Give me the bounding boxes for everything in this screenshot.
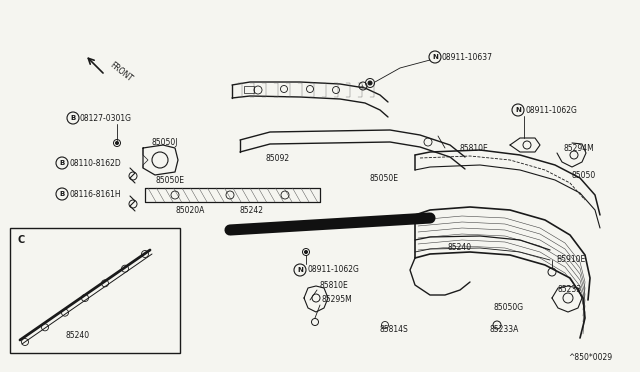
Text: 85050: 85050 (571, 170, 595, 180)
Text: FRONT: FRONT (108, 61, 134, 84)
Text: 85050E: 85050E (155, 176, 184, 185)
Text: 85050G: 85050G (494, 304, 524, 312)
Text: 08116-8161H: 08116-8161H (69, 189, 120, 199)
Text: B: B (60, 191, 65, 197)
Text: B: B (60, 160, 65, 166)
Text: N: N (515, 107, 521, 113)
Text: N: N (297, 267, 303, 273)
Text: B5910E: B5910E (556, 256, 585, 264)
Text: +: + (360, 83, 364, 89)
Text: N: N (432, 54, 438, 60)
Text: 08127-0301G: 08127-0301G (80, 113, 132, 122)
Text: 85092: 85092 (265, 154, 289, 163)
Text: 08911-1062G: 08911-1062G (525, 106, 577, 115)
Text: 85294M: 85294M (564, 144, 595, 153)
Text: B: B (70, 115, 76, 121)
Text: 85295M: 85295M (322, 295, 353, 305)
Circle shape (305, 250, 307, 253)
Text: 85050J: 85050J (151, 138, 177, 147)
Text: 08110-8162D: 08110-8162D (69, 158, 121, 167)
Text: C: C (18, 235, 25, 245)
Text: 08911-1062G: 08911-1062G (307, 266, 359, 275)
Text: 85814S: 85814S (380, 326, 409, 334)
Text: 85240: 85240 (447, 243, 471, 251)
Circle shape (115, 141, 118, 144)
Bar (10, 228, 180, 353)
Text: 85233A: 85233A (489, 326, 518, 334)
Bar (244, 86, 254, 93)
Text: 85050E: 85050E (370, 173, 399, 183)
Text: 08911-10637: 08911-10637 (442, 52, 493, 61)
Text: ^850*0029: ^850*0029 (568, 353, 612, 362)
Text: 85810E: 85810E (320, 280, 349, 289)
Circle shape (368, 81, 372, 85)
Text: 85242: 85242 (240, 205, 264, 215)
Text: 85810E: 85810E (460, 144, 489, 153)
Text: 85233: 85233 (557, 285, 581, 295)
Text: 85020A: 85020A (175, 205, 204, 215)
Text: 85240: 85240 (65, 330, 89, 340)
